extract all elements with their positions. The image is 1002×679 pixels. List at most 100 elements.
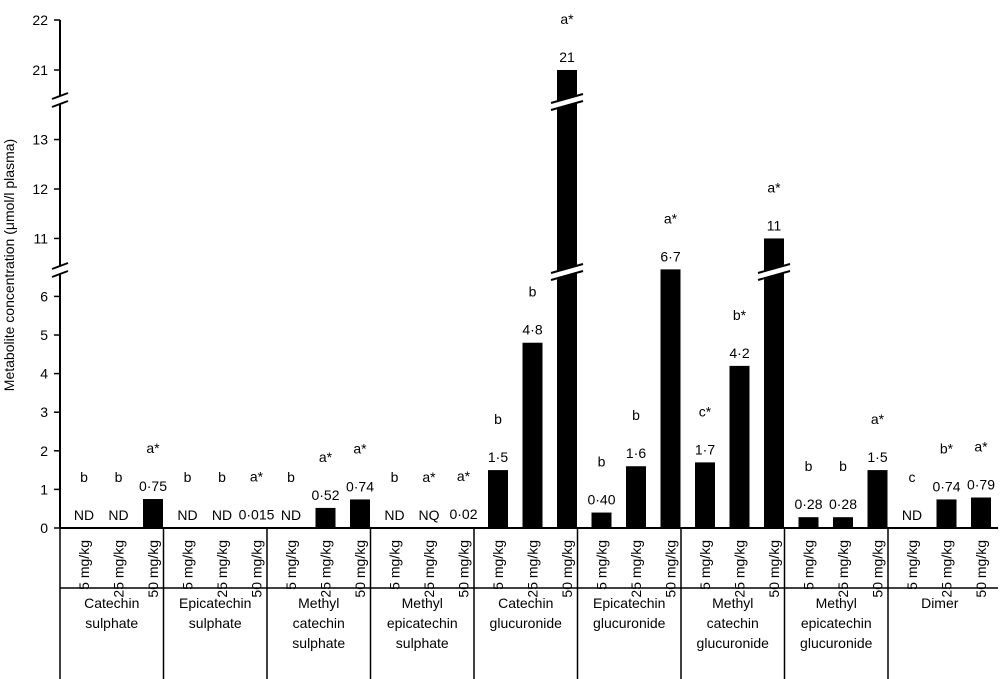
group-label: Methyl: [298, 595, 339, 611]
group-label: Methyl: [712, 595, 753, 611]
axis-break-mark: [51, 100, 69, 108]
y-tick-label: 1: [40, 481, 48, 497]
dose-label: 25 mg/kg: [214, 540, 230, 598]
group-label: glucuronide: [697, 635, 770, 651]
dose-label: 50 mg/kg: [870, 540, 886, 598]
bar-break-mark: [550, 270, 584, 281]
dose-label: 25 mg/kg: [318, 540, 334, 598]
value-label: ND: [212, 507, 232, 523]
significance-letter: a*: [250, 468, 264, 484]
value-label: 0·015: [239, 506, 275, 522]
bar-break-mark: [757, 270, 791, 281]
y-tick-label: 21: [32, 62, 48, 78]
dose-label: 5 mg/kg: [283, 540, 299, 590]
axis-break-mark: [51, 270, 69, 278]
value-label: 4·8: [522, 322, 542, 338]
bar: [764, 238, 784, 528]
significance-letter: a*: [319, 449, 333, 465]
bar: [695, 462, 715, 528]
significance-letter: b: [632, 407, 640, 423]
bar: [798, 517, 819, 528]
value-label: 0·28: [794, 496, 822, 512]
significance-letter: b: [805, 458, 813, 474]
value-label: ND: [384, 507, 404, 523]
bar: [660, 269, 681, 528]
group-label: sulphate: [189, 615, 242, 631]
dose-label: 25 mg/kg: [835, 540, 851, 598]
bar: [488, 470, 508, 528]
group-label: catechin: [293, 615, 345, 631]
y-tick-label: 0: [40, 520, 48, 536]
value-label: 1·6: [626, 445, 646, 461]
value-label: 0·74: [346, 478, 374, 494]
significance-letter: b: [218, 469, 226, 485]
bar: [833, 517, 853, 528]
group-label: sulphate: [396, 635, 449, 651]
value-label: 0·40: [587, 492, 615, 508]
y-tick-label: 2: [40, 443, 48, 459]
significance-letter: b: [529, 284, 537, 300]
value-label: 4·2: [729, 345, 749, 361]
significance-letter: b: [598, 454, 606, 470]
significance-letter: c*: [699, 403, 712, 419]
bar-break-mark: [757, 263, 791, 274]
group-label: Methyl: [816, 595, 857, 611]
significance-letter: a*: [560, 11, 574, 27]
axis-break-mark: [51, 92, 69, 100]
significance-letter: b: [115, 469, 123, 485]
bar: [626, 466, 646, 528]
bar: [936, 499, 957, 528]
group-label: Catechin: [84, 595, 139, 611]
value-label: 0·28: [829, 496, 857, 512]
y-tick-label: 5: [40, 327, 48, 343]
group-label: glucuronide: [490, 615, 563, 631]
value-label: ND: [902, 507, 922, 523]
dose-label: 25 mg/kg: [732, 540, 748, 598]
group-label: glucuronide: [800, 635, 873, 651]
value-label: 6·7: [660, 248, 680, 264]
group-label: Epicatechin: [179, 595, 251, 611]
value-label: 0·79: [967, 477, 995, 493]
group-label: Dimer: [921, 595, 959, 611]
value-label: ND: [281, 507, 301, 523]
group-label: Methyl: [402, 595, 443, 611]
group-label: catechin: [707, 615, 759, 631]
significance-letter: b: [184, 469, 192, 485]
dose-label: 5 mg/kg: [801, 540, 817, 590]
bar: [591, 512, 612, 528]
y-tick-label: 22: [32, 12, 48, 28]
value-label: ND: [108, 507, 128, 523]
dose-label: 5 mg/kg: [76, 540, 92, 590]
significance-letter: a*: [422, 469, 436, 485]
bar: [867, 470, 888, 528]
bars: [143, 70, 991, 528]
group-label: sulphate: [85, 615, 138, 631]
significance-letter: b: [494, 411, 502, 427]
dose-label: 25 mg/kg: [421, 540, 437, 598]
x-axis-labels: 5 mg/kg 25 mg/kg 50 mg/kg Catechin sulphate 5…: [59, 528, 998, 679]
significance-letter: a*: [664, 210, 678, 226]
significance-letter: b*: [733, 307, 747, 323]
dose-label: 25 mg/kg: [111, 540, 127, 598]
group-label: Catechin: [498, 595, 553, 611]
bar: [315, 507, 336, 528]
dose-label: 50 mg/kg: [766, 540, 782, 598]
dose-label: 5 mg/kg: [904, 540, 920, 590]
group-label: Epicatechin: [593, 595, 665, 611]
value-label: 1·5: [867, 449, 887, 465]
significance-letter: a*: [457, 468, 471, 484]
significance-letter: a*: [146, 440, 160, 456]
dose-label: 50 mg/kg: [973, 540, 989, 598]
data-labels: ND b ND b 0·75 a* ND b ND b 0·015 a* ND b 0·52 a* 0·74 a*…: [74, 11, 995, 523]
dose-label: 5 mg/kg: [387, 540, 403, 590]
dose-label: 50 mg/kg: [663, 540, 679, 598]
bar-break-gap: [555, 264, 579, 280]
dose-label: 50 mg/kg: [456, 540, 472, 598]
y-tick-label: 6: [40, 288, 48, 304]
y-tick-label: 11: [33, 230, 48, 246]
y-tick-label: 4: [40, 366, 48, 382]
dose-label: 5 mg/kg: [180, 540, 196, 590]
bar: [729, 365, 750, 528]
value-label: 0·02: [449, 506, 477, 522]
group-label: glucuronide: [593, 615, 666, 631]
